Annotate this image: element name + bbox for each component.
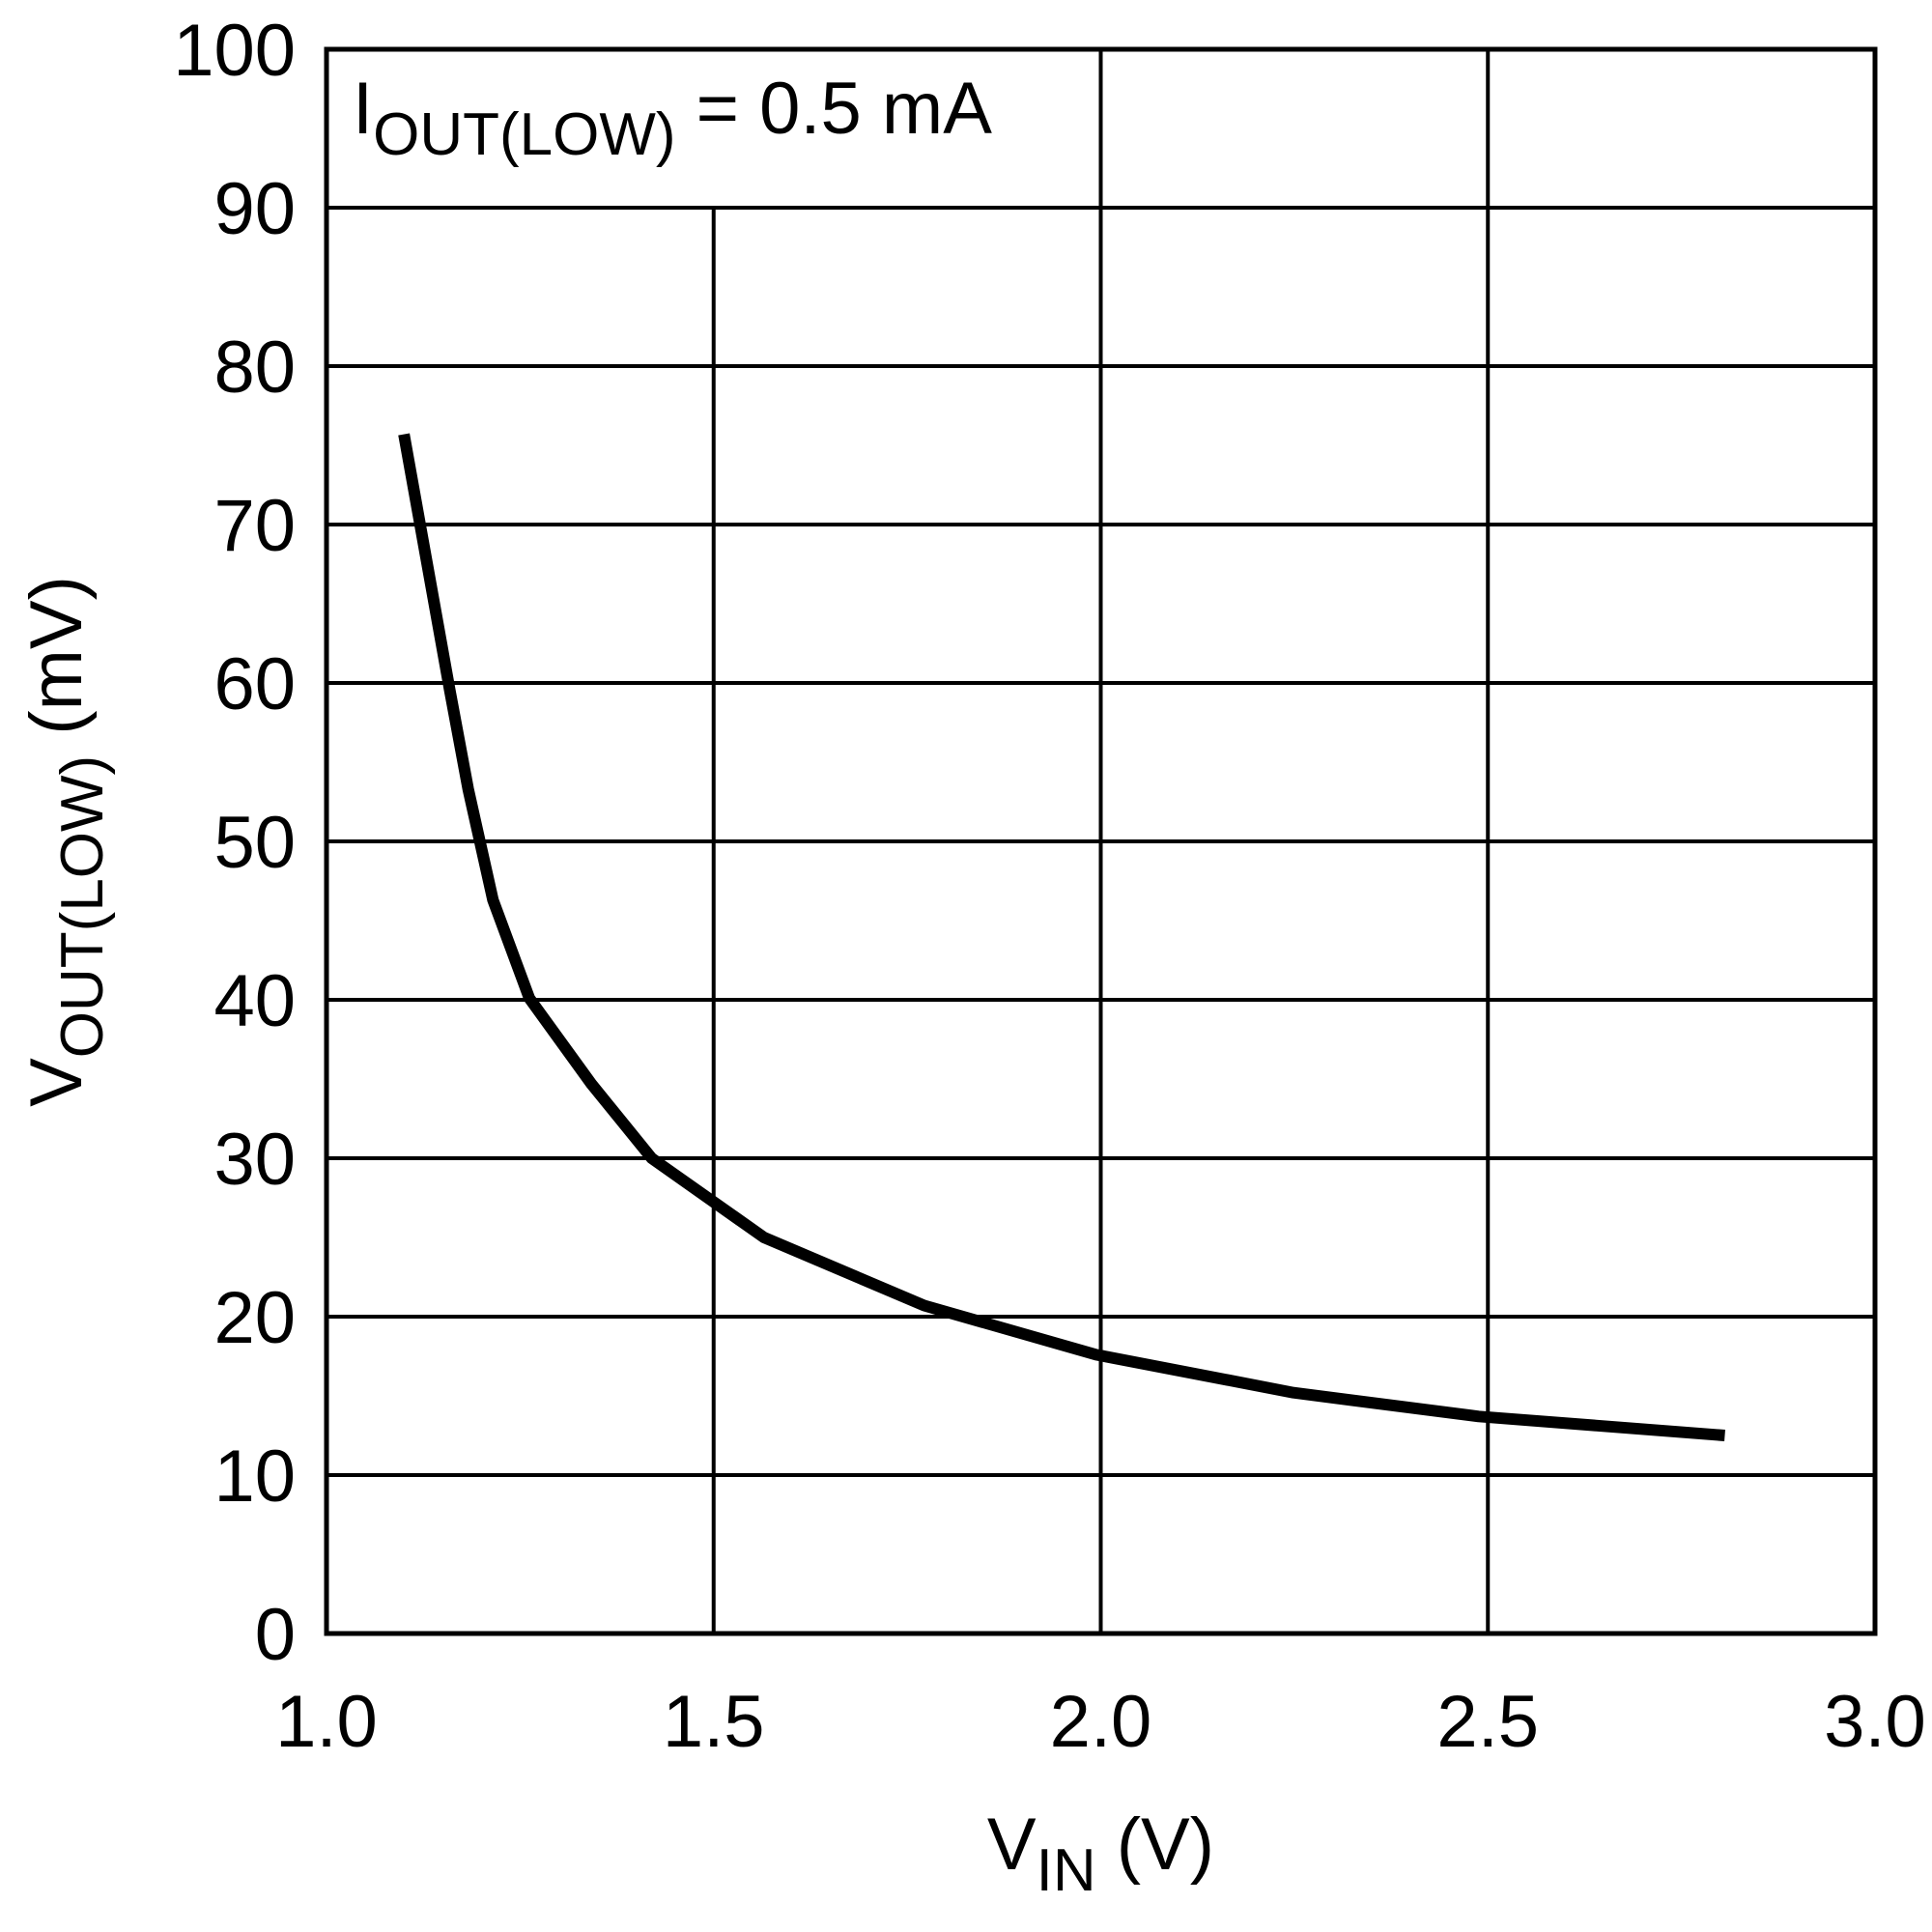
annotation-box (325, 47, 1103, 210)
y-tick-label: 10 (213, 1435, 296, 1518)
x-tick-label: 3.0 (1824, 1681, 1926, 1763)
plot-frame (324, 46, 1878, 1636)
y-tick-label: 80 (213, 327, 296, 409)
y-tick-label: 100 (173, 10, 296, 92)
y-tick-label: 50 (213, 802, 296, 884)
y-axis-title-main: V (15, 1058, 98, 1107)
x-tick-label: 1.0 (275, 1681, 378, 1763)
annotation-rest: = 0.5 mA (676, 68, 993, 150)
y-tick-label: 60 (213, 643, 296, 725)
y-tick-label: 70 (213, 485, 296, 567)
x-axis-title-sub: IN (1037, 1837, 1096, 1904)
y-tick-label: 20 (213, 1277, 296, 1359)
y-axis-title: VOUT(LOW) (mV) (15, 576, 116, 1107)
y-tick-label: 90 (213, 168, 296, 250)
y-tick-label: 0 (255, 1594, 296, 1676)
y-tick-label: 40 (213, 960, 296, 1042)
x-tick-label: 2.5 (1436, 1681, 1539, 1763)
y-axis-title-rest: (mV) (15, 576, 98, 755)
annotation: IOUT(LOW) = 0.5 mA (353, 68, 992, 168)
y-axis-title-sub: OUT(LOW) (49, 755, 116, 1058)
x-axis-title-main: V (987, 1804, 1037, 1886)
annotation-main: I (353, 68, 373, 150)
annotation-sub: OUT(LOW) (373, 101, 675, 168)
x-tick-label: 1.5 (663, 1681, 765, 1763)
x-axis-title-rest: (V) (1096, 1804, 1214, 1886)
data-line (398, 433, 1725, 1441)
x-axis-title: VIN (V) (987, 1804, 1214, 1904)
y-tick-label: 30 (213, 1119, 296, 1201)
x-tick-label: 2.0 (1050, 1681, 1152, 1763)
